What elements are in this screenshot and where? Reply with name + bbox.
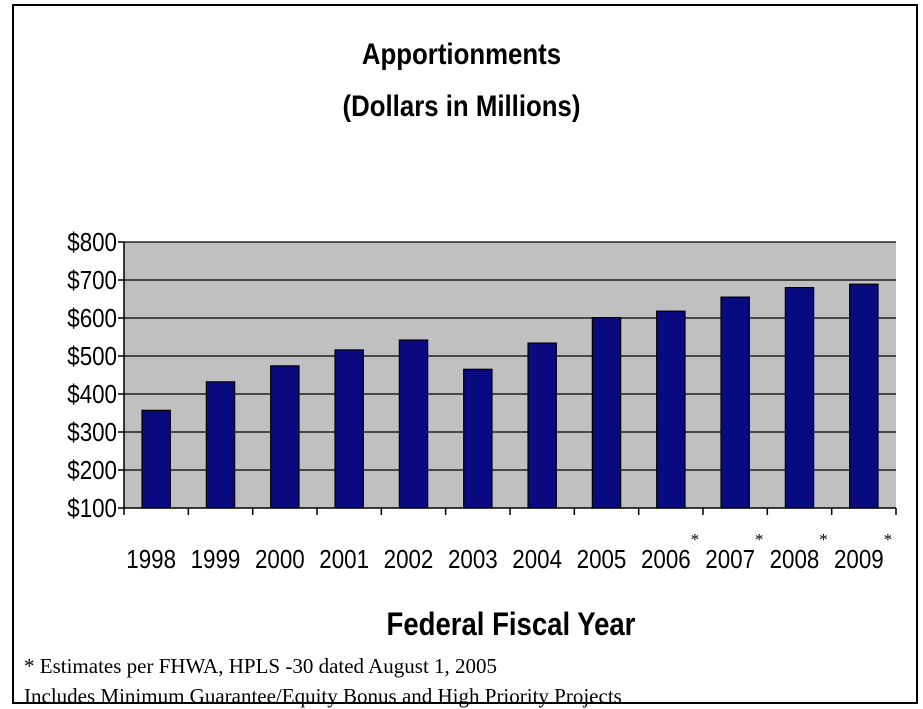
- bar-2004: [527, 342, 557, 509]
- bar-2001: [334, 349, 364, 509]
- y-tick-label: $500: [67, 342, 117, 371]
- estimate-marker: *: [691, 530, 700, 549]
- y-tick-label: $100: [67, 494, 117, 523]
- bar-2002: [398, 339, 429, 509]
- bar-2000: [270, 365, 300, 509]
- x-tick-label-2000: 2000: [255, 545, 305, 574]
- footnote-estimates: * Estimates per FHWA, HPLS -30 dated Aug…: [24, 654, 498, 678]
- x-tick-label-2005: 2005: [577, 545, 627, 574]
- estimate-marker: *: [755, 530, 764, 549]
- x-tick-label-2008: 2008: [770, 545, 820, 574]
- footnote-includes: Includes Minimum Guarantee/Equity Bonus …: [24, 684, 622, 708]
- bar-2006: [656, 310, 686, 509]
- x-tick-label-2001: 2001: [319, 545, 369, 574]
- bar-2008: [784, 287, 815, 509]
- bar-2005: [591, 317, 622, 509]
- x-tick-label-2003: 2003: [448, 545, 498, 574]
- bar-1998: [141, 409, 171, 509]
- bar-2007: [720, 296, 750, 509]
- x-tick-label-2004: 2004: [512, 545, 562, 574]
- x-tick-label-1998: 1998: [126, 545, 176, 574]
- bar-2009: [849, 283, 879, 509]
- y-tick-label: $200: [67, 456, 117, 485]
- y-tick-label: $800: [67, 228, 117, 257]
- chart-subtitle: (Dollars in Millions): [342, 90, 581, 123]
- y-tick-label: $300: [67, 418, 117, 447]
- x-tick-label-2007: 2007: [705, 545, 755, 574]
- bar-1999: [205, 381, 236, 509]
- x-axis-title: Federal Fiscal Year: [386, 606, 636, 642]
- plot-area: [124, 242, 896, 508]
- x-tick-label-2009: 2009: [834, 545, 884, 574]
- chart-title: Apportionments: [361, 38, 562, 71]
- x-tick-label-2006: 2006: [641, 545, 691, 574]
- estimate-marker: *: [819, 530, 828, 549]
- y-tick-label: $400: [67, 380, 117, 409]
- x-tick-label-2002: 2002: [384, 545, 434, 574]
- x-tick-label-1999: 1999: [191, 545, 241, 574]
- y-tick-label: $700: [67, 266, 117, 295]
- estimate-marker: *: [884, 530, 893, 549]
- y-tick-label: $600: [67, 304, 117, 333]
- bar-2003: [463, 368, 493, 509]
